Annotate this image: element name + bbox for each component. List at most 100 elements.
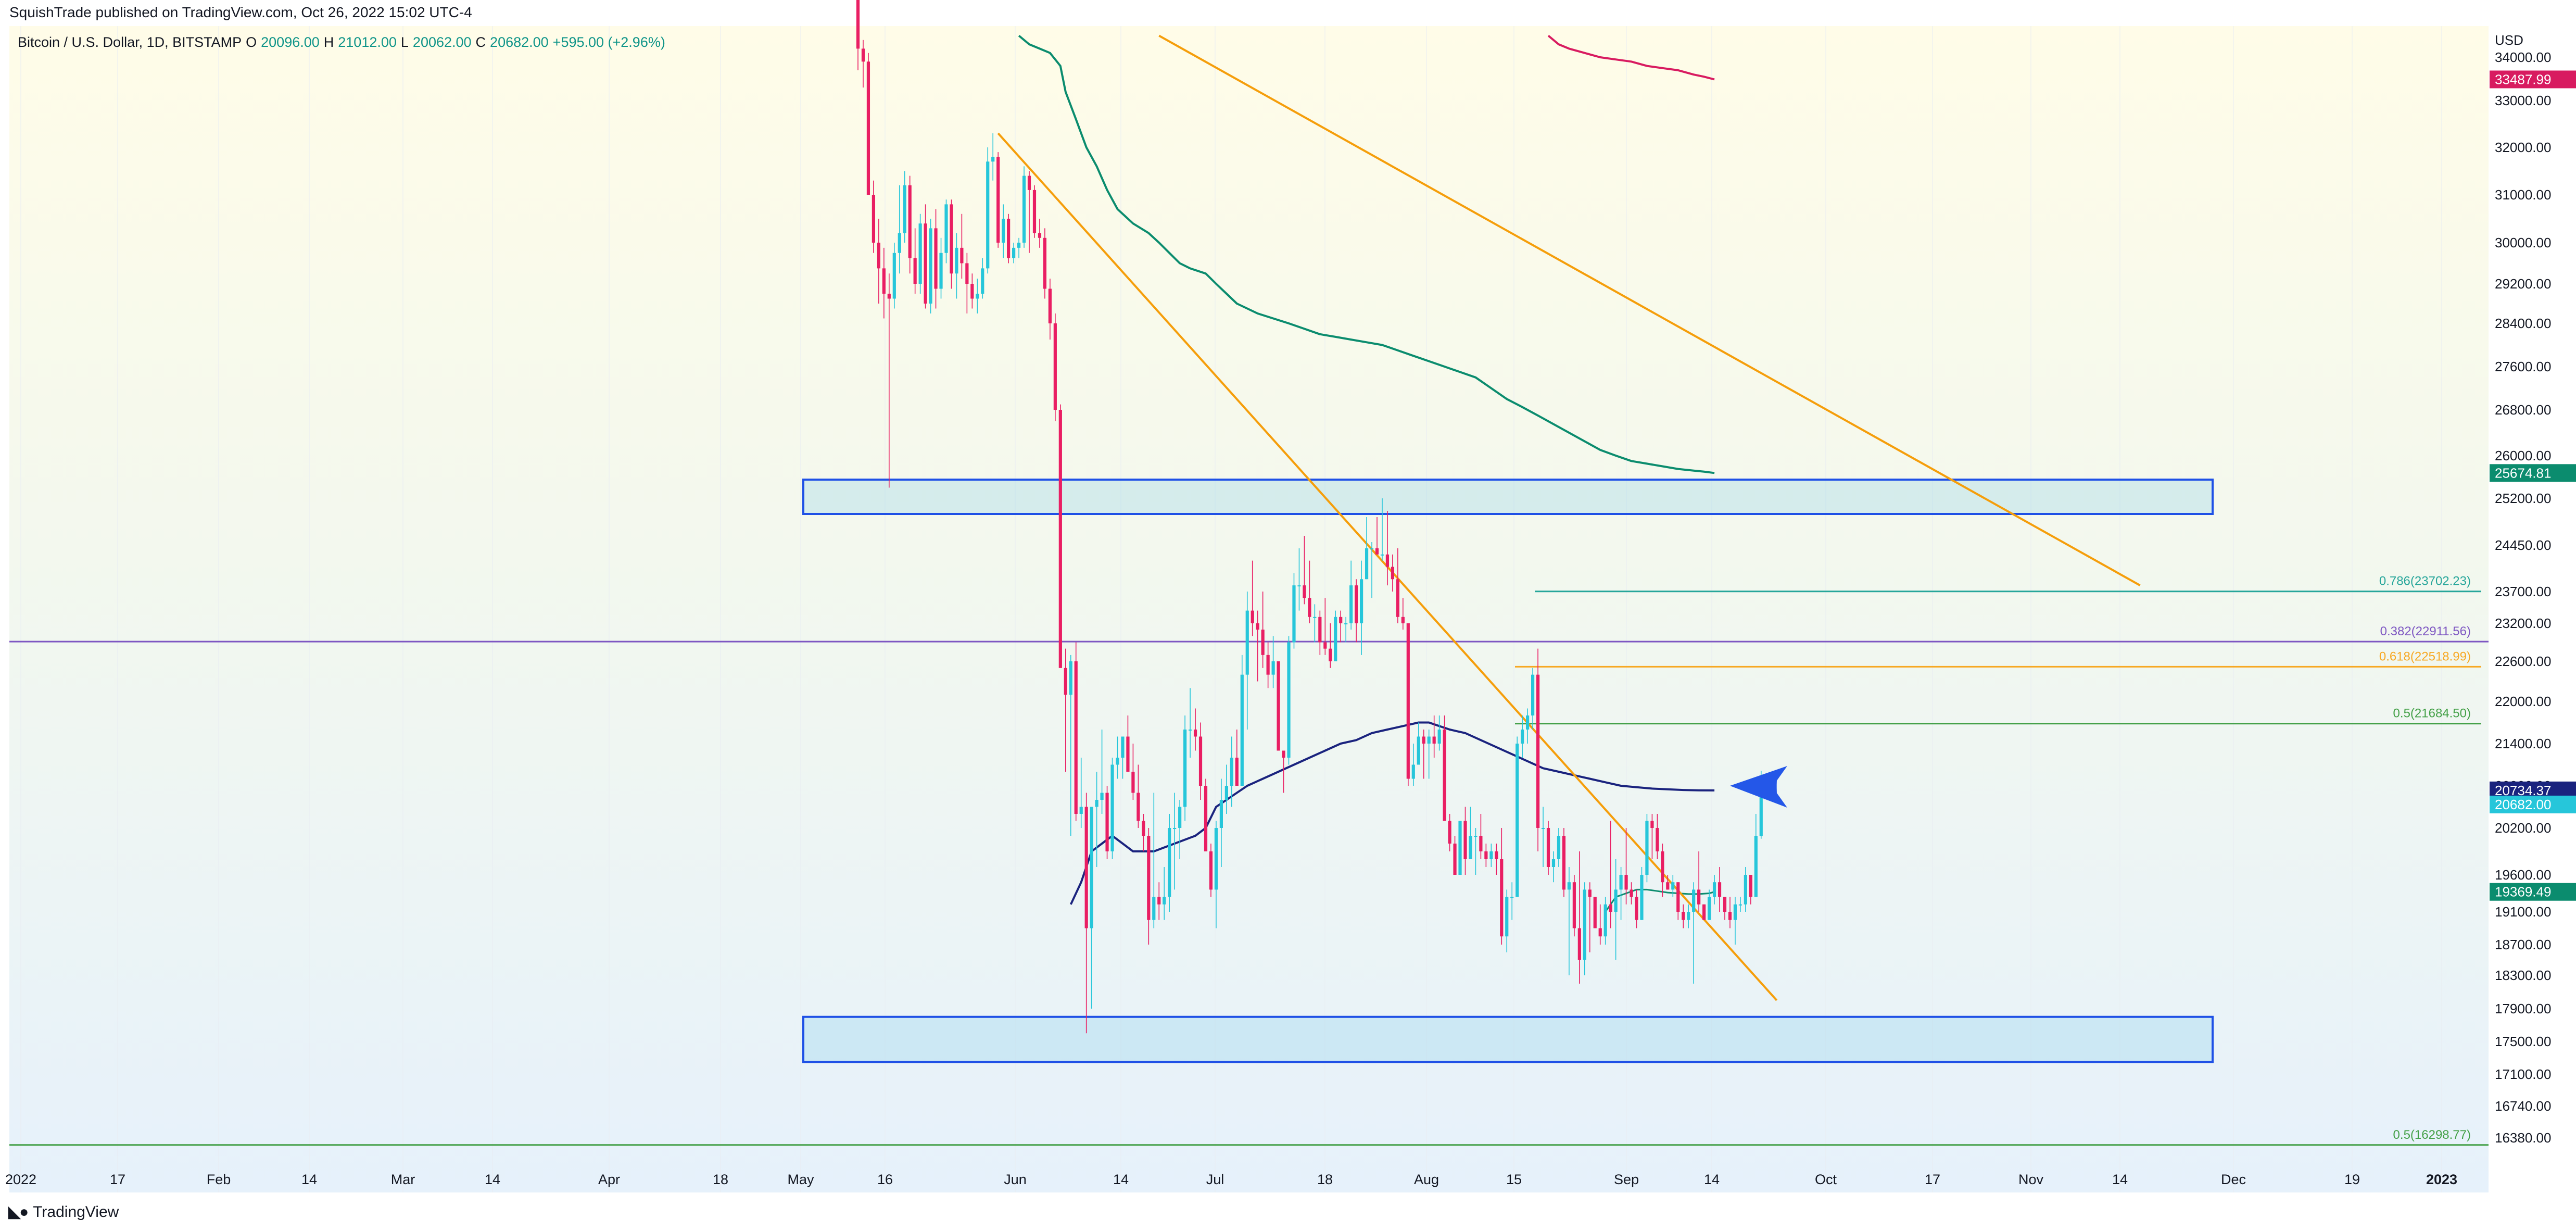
candle-body	[1666, 882, 1670, 890]
candle	[1448, 814, 1451, 851]
candle-body	[1718, 882, 1722, 897]
fib-level-label: 0.382(22911.56)	[2380, 624, 2471, 638]
candle-body	[872, 195, 876, 243]
time-axis-bg	[9, 1192, 2489, 1200]
candle	[1313, 604, 1317, 643]
candle	[1687, 904, 1690, 928]
candle	[1484, 844, 1488, 867]
symbol-name: Bitcoin / U.S. Dollar, 1D, BITSTAMP	[18, 34, 242, 50]
x-tick-label: 2022	[5, 1172, 36, 1187]
x-tick-label: Mar	[391, 1172, 415, 1187]
x-tick-label: 17	[110, 1172, 125, 1187]
candle	[1271, 636, 1275, 688]
price-axis-bg	[2490, 26, 2576, 1198]
candle	[1183, 715, 1187, 821]
footer: ◣● TradingView	[8, 1203, 119, 1221]
candle-body	[1038, 233, 1042, 238]
candle-body	[1692, 889, 1696, 912]
candle-body	[1012, 247, 1016, 258]
candle	[1370, 542, 1374, 598]
candle-body	[1619, 875, 1623, 890]
candles	[856, 0, 1763, 1034]
candle-body	[1064, 668, 1067, 695]
candle-body	[1516, 744, 1519, 897]
candle	[1084, 793, 1088, 1034]
candle-body	[1656, 828, 1659, 851]
x-tick-label: Feb	[207, 1172, 231, 1187]
candle	[1193, 708, 1197, 751]
candle-body	[1754, 836, 1758, 897]
candle	[1541, 807, 1545, 867]
candle	[1137, 764, 1140, 828]
candle-body	[1744, 875, 1747, 905]
candle-body	[1391, 567, 1395, 580]
candle-body	[1334, 617, 1337, 661]
candle	[965, 253, 969, 313]
candle-body	[892, 253, 896, 299]
candle-body	[1157, 897, 1161, 905]
price-tag-label: 19369.49	[2495, 884, 2551, 900]
candle	[1572, 875, 1576, 937]
candle-body	[1453, 844, 1457, 875]
x-tick-label: 14	[301, 1172, 317, 1187]
x-tick-label: 14	[1704, 1172, 1720, 1187]
candle	[1427, 730, 1431, 779]
candle-body	[1479, 836, 1483, 851]
y-tick-label: 17900.00	[2495, 1001, 2551, 1016]
y-tick-label: 16380.00	[2495, 1130, 2551, 1146]
x-tick-label: 18	[713, 1172, 728, 1187]
candle-body	[1116, 758, 1119, 765]
y-tick-label: 26800.00	[2495, 402, 2551, 418]
candle	[1536, 648, 1540, 851]
candle-body	[1105, 793, 1109, 851]
candle	[929, 219, 932, 313]
candle	[856, 0, 860, 70]
candle-body	[1603, 904, 1607, 937]
candle-body	[1733, 904, 1737, 920]
candle-body	[1323, 642, 1327, 649]
footer-brand[interactable]: TradingView	[33, 1203, 119, 1221]
y-tick-label: 27600.00	[2495, 359, 2551, 374]
candle	[1650, 814, 1654, 859]
candle	[1495, 844, 1498, 875]
candle-body	[1505, 897, 1509, 937]
candle	[1635, 889, 1638, 928]
candle-body	[1084, 807, 1088, 928]
price-tag	[2490, 883, 2576, 901]
candle	[1385, 511, 1390, 586]
candle-body	[887, 294, 891, 299]
y-tick-label: 19100.00	[2495, 904, 2551, 920]
candle-body	[1240, 674, 1244, 786]
candle	[1251, 560, 1254, 636]
candle-body	[1427, 736, 1431, 744]
candle	[1749, 875, 1752, 905]
candle-body	[1609, 904, 1612, 912]
candle	[924, 204, 927, 309]
candle	[1593, 897, 1597, 928]
candle	[1048, 279, 1052, 340]
candle-body	[1027, 175, 1031, 190]
candle-body	[1147, 836, 1151, 920]
x-tick-label: Nov	[2018, 1172, 2044, 1187]
candle-body	[1702, 904, 1706, 920]
candle	[887, 273, 891, 488]
y-tick-label: 22600.00	[2495, 654, 2551, 669]
y-tick-label: 17500.00	[2495, 1034, 2551, 1049]
y-tick-label: 22000.00	[2495, 694, 2551, 709]
candle	[1105, 786, 1109, 859]
candle-body	[1531, 674, 1535, 715]
candle	[1157, 882, 1161, 920]
candle	[1391, 554, 1395, 592]
candle	[1261, 592, 1265, 668]
y-tick-label: 18700.00	[2495, 937, 2551, 952]
candle	[1344, 617, 1348, 643]
candle	[1297, 548, 1301, 611]
candle-body	[1058, 410, 1062, 668]
candle	[1469, 807, 1472, 859]
candle	[976, 279, 979, 313]
candle	[1152, 793, 1156, 928]
candle	[1396, 548, 1399, 623]
candle-body	[1712, 882, 1716, 897]
candle	[918, 213, 922, 294]
